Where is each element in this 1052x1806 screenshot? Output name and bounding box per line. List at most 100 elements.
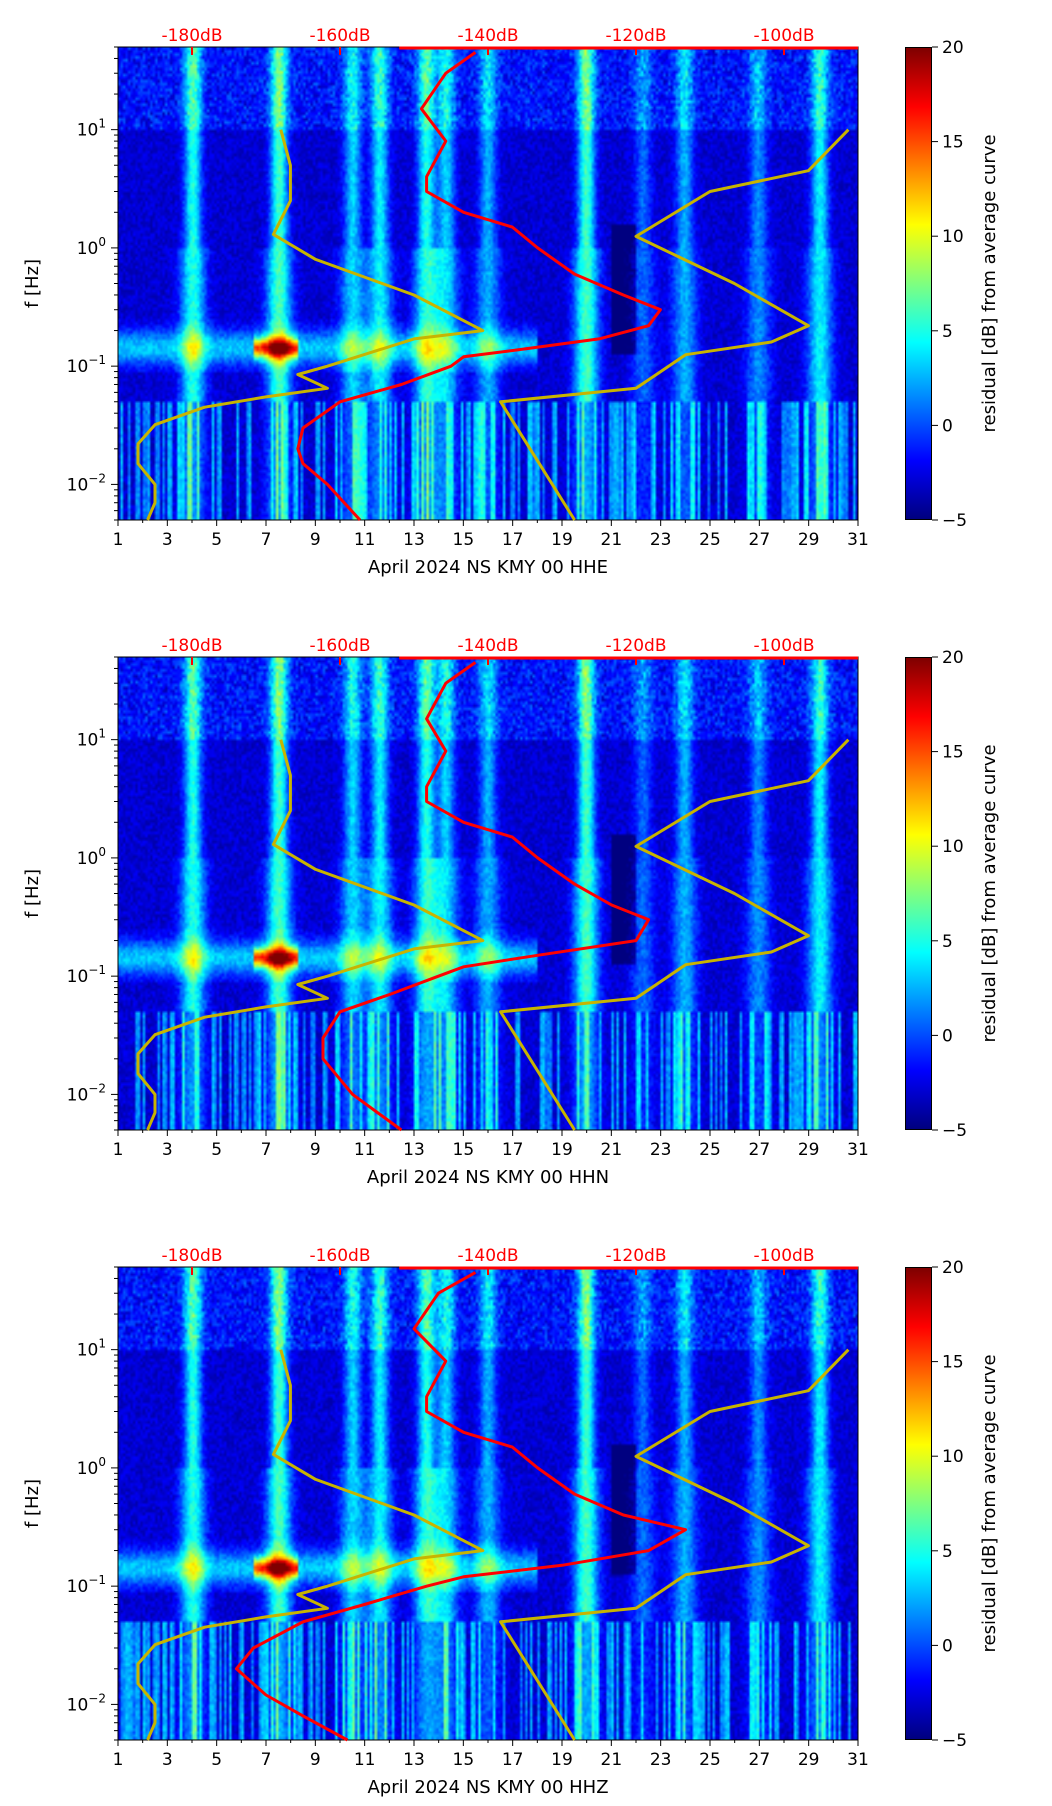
x-tick-label: 21 [601,1140,623,1160]
x-tick-label: 7 [261,530,272,550]
x-tick-label: 19 [551,530,573,550]
y-tick-exp: −2 [88,1691,106,1705]
x-axis-label: April 2024 NS KMY 00 HHN [367,1167,609,1188]
y-tick-base: 10 [77,1341,99,1361]
colorbar-tick-label: 15 [942,1353,964,1373]
x-tick-label: 3 [162,530,173,550]
x-tick-label: 5 [211,530,222,550]
axes-frame [117,46,859,521]
x-tick-label: 13 [403,1750,425,1770]
x-tick-label: 11 [354,1750,376,1770]
y-tick-base: 10 [77,731,99,751]
y-tick-label: 100 [77,1455,106,1479]
x-tick-label: 3 [162,1140,173,1160]
x-tick-label: 25 [699,530,721,550]
x-tick-label: 9 [310,1750,321,1770]
x-tick-label: 25 [699,1140,721,1160]
x-tick-label: 29 [798,530,820,550]
y-tick-base: 10 [77,121,99,141]
y-axis-label: f [Hz] [22,1479,43,1528]
y-tick-label: 101 [77,117,106,141]
y-tick-exp: −2 [88,471,106,485]
y-tick-label: 100 [77,845,106,869]
colorbar-tick-label: 15 [942,133,964,153]
y-tick-base: 10 [67,357,89,377]
colorbar-label: residual [dB] from average curve [979,134,1000,432]
x-tick-label: 31 [847,530,869,550]
y-tick-label: 101 [77,1337,106,1361]
x-tick-label: 9 [310,1140,321,1160]
y-tick-exp: 1 [98,117,106,131]
colorbar-tick-label: −5 [942,1121,967,1141]
y-tick-exp: 0 [98,1455,106,1469]
y-tick-base: 10 [67,967,89,987]
top-tick-label: -160dB [309,636,370,656]
x-tick-label: 31 [847,1140,869,1160]
x-tick-label: 29 [798,1750,820,1770]
y-tick-exp: 1 [98,1337,106,1351]
top-tick-label: -120dB [605,636,666,656]
colorbar-tick-label: 10 [942,227,964,247]
y-axis-label: f [Hz] [22,869,43,918]
x-tick-label: 15 [453,1140,475,1160]
y-tick-exp: −2 [88,1081,106,1095]
axes-frame [117,1266,859,1741]
x-tick-label: 1 [113,1750,124,1770]
nlnm-curve [136,739,485,1131]
x-tick-label: 15 [453,530,475,550]
colorbar [905,657,932,1130]
y-tick-base: 10 [77,849,99,869]
y-tick-exp: 0 [98,845,106,859]
y-tick-label: 10−2 [67,1691,106,1715]
colorbar-tick-label: −5 [942,511,967,531]
colorbar-label: residual [dB] from average curve [979,1354,1000,1652]
x-tick-label: 21 [601,530,623,550]
colorbar-tick-label: 20 [942,648,964,668]
x-tick-label: 17 [502,1750,524,1770]
y-tick-base: 10 [67,1577,89,1597]
colorbar-tick-label: 10 [942,1447,964,1467]
nhnm-curve [499,1348,850,1741]
y-tick-base: 10 [77,1459,99,1479]
x-axis-label: April 2024 NS KMY 00 HHE [368,557,608,578]
y-tick-label: 10−2 [67,1081,106,1105]
x-tick-label: 3 [162,1750,173,1770]
colorbar-tick-label: 0 [942,1636,953,1656]
y-tick-label: 10−2 [67,471,106,495]
top-tick-label: -140dB [457,1246,518,1266]
average-psd-curve [321,661,651,1132]
colorbar-tick-label: 0 [942,416,953,436]
x-tick-label: 13 [403,1140,425,1160]
x-tick-label: 11 [354,1140,376,1160]
x-tick-label: 21 [601,1750,623,1770]
y-tick-base: 10 [67,1085,89,1105]
average-psd-curve [234,1271,688,1742]
y-tick-exp: 1 [98,727,106,741]
x-tick-label: 17 [502,1140,524,1160]
x-tick-label: 17 [502,530,524,550]
colorbar-tick-label: 15 [942,743,964,763]
top-tick-label: -140dB [457,636,518,656]
x-tick-label: 27 [749,530,771,550]
x-tick-label: 1 [113,530,124,550]
colorbar-tick-label: 0 [942,1026,953,1046]
x-tick-label: 1 [113,1140,124,1160]
x-tick-label: 23 [650,530,672,550]
y-tick-label: 10−1 [67,1573,106,1597]
colorbar-tick-label: 10 [942,837,964,857]
colorbar-tick-label: 5 [942,932,953,952]
x-tick-label: 7 [261,1750,272,1770]
y-tick-label: 101 [77,727,106,751]
top-tick-label: -100dB [753,26,814,46]
x-tick-label: 15 [453,1750,475,1770]
nhnm-curve [499,738,850,1131]
x-tick-label: 9 [310,530,321,550]
x-tick-label: 7 [261,1140,272,1160]
top-tick-label: -180dB [161,636,222,656]
top-tick-label: -100dB [753,636,814,656]
top-tick-label: -160dB [309,26,370,46]
x-tick-label: 23 [650,1140,672,1160]
